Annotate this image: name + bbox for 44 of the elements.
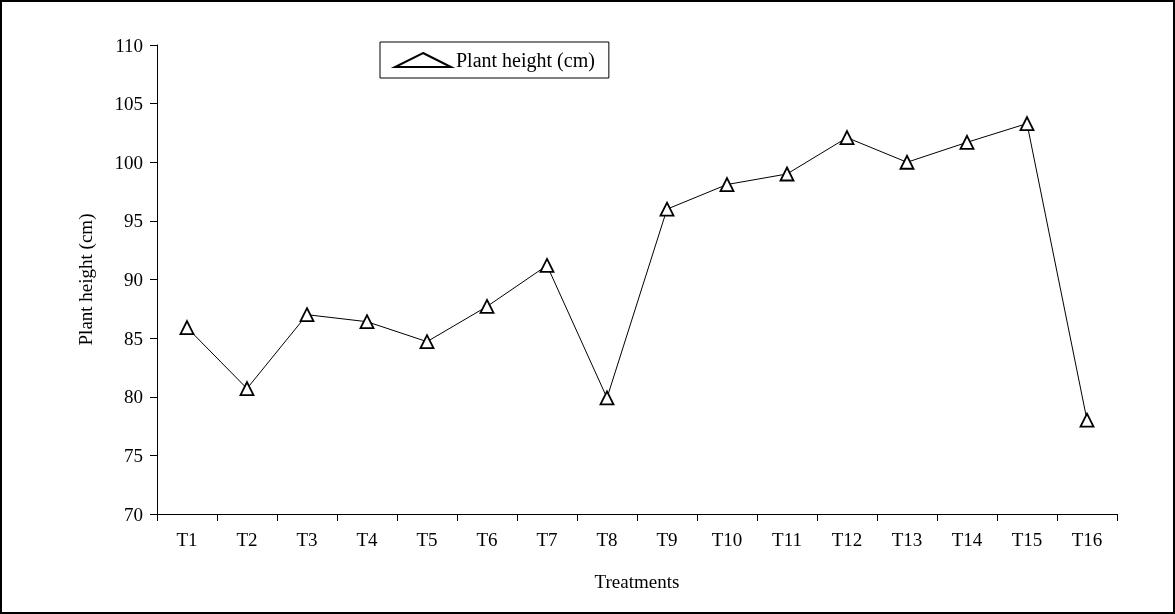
point [359,314,375,330]
point [719,177,735,192]
y-tick-label: 80 [124,386,143,408]
x-tick-label: T15 [1011,529,1043,550]
y-tick-label: 70 [124,503,143,525]
legend-label: Plant height (cm) [456,49,595,72]
point [539,258,555,273]
point [1079,412,1095,428]
x-tick-label: T8 [596,529,618,550]
point [959,134,975,150]
point [299,307,315,323]
x-tick-label: T11 [772,529,802,550]
x-tick-label: T5 [416,529,438,550]
x-tick-label: T4 [356,529,379,550]
x-tick-label: T3 [296,529,318,550]
x-tick-label: T13 [891,529,923,550]
x-axis-title: Treatments [594,571,680,592]
point [839,130,855,146]
y-tick-label: 95 [124,210,143,232]
x-tick-label: T16 [1071,529,1103,550]
point [779,166,795,182]
y-tick-label: 100 [114,151,143,173]
x-tick-label: T14 [951,529,983,550]
x-tick-label: T7 [536,529,558,550]
point [239,381,255,396]
point [419,334,435,350]
x-tick-label: T12 [831,529,863,550]
y-tick-label: 90 [124,269,143,290]
x-tick-label: T1 [176,529,198,550]
y-axis-title: Plant height (cm) [75,213,97,346]
y-tick-label: 105 [114,93,143,115]
point [899,154,915,170]
x-tick-label: T9 [656,529,678,550]
x-tick-label: T2 [236,529,258,550]
point [659,201,675,217]
point [479,299,495,314]
x-tick-label: T10 [711,529,743,550]
y-tick-label: 75 [124,444,143,466]
y-tick-label: 110 [115,34,143,56]
x-tick-label: T6 [476,529,498,550]
y-tick-label: 85 [124,327,143,349]
point [1019,116,1035,131]
point [179,320,195,335]
point [599,390,615,406]
